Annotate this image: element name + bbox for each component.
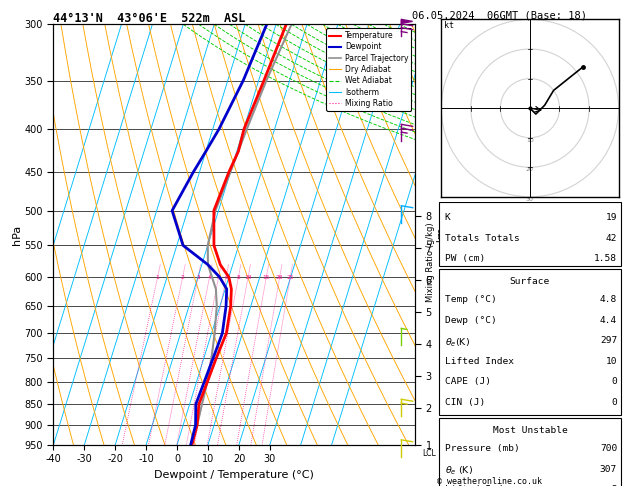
Text: 0: 0 [611,377,617,386]
Y-axis label: hPa: hPa [12,225,21,244]
Text: 10: 10 [606,357,617,366]
Text: 4.8: 4.8 [600,295,617,304]
Text: Surface: Surface [510,277,550,286]
Text: K: K [445,213,450,223]
Text: 19: 19 [606,213,617,223]
Text: CAPE (J): CAPE (J) [445,377,491,386]
Text: $\theta_e$(K): $\theta_e$(K) [445,336,470,349]
Text: CIN (J): CIN (J) [445,398,485,407]
FancyBboxPatch shape [439,269,621,415]
Text: 10: 10 [244,275,252,280]
Text: Pressure (mb): Pressure (mb) [445,444,520,453]
Text: 8: 8 [237,275,240,280]
Text: 4.4: 4.4 [600,316,617,325]
Text: 3: 3 [196,275,200,280]
Text: 20: 20 [526,167,534,172]
Text: $\theta_e$ (K): $\theta_e$ (K) [445,465,472,477]
Text: LCL: LCL [422,449,436,458]
Text: kt: kt [444,21,454,30]
Text: 30: 30 [526,197,534,202]
Text: 700: 700 [600,444,617,453]
Text: Temp (°C): Temp (°C) [445,295,496,304]
Legend: Temperature, Dewpoint, Parcel Trajectory, Dry Adiabat, Wet Adiabat, Isotherm, Mi: Temperature, Dewpoint, Parcel Trajectory… [326,28,411,111]
Text: 06.05.2024  06GMT (Base: 18): 06.05.2024 06GMT (Base: 18) [412,11,587,21]
Text: 6: 6 [225,275,228,280]
Text: 1: 1 [156,275,160,280]
Text: 2: 2 [181,275,184,280]
Text: 15: 15 [262,275,270,280]
Text: © weatheronline.co.uk: © weatheronline.co.uk [437,477,542,486]
Text: Mixing Ratio (g/kg): Mixing Ratio (g/kg) [426,223,435,302]
Text: 307: 307 [600,465,617,474]
Text: 5: 5 [217,275,220,280]
Text: 10: 10 [526,138,534,143]
X-axis label: Dewpoint / Temperature (°C): Dewpoint / Temperature (°C) [154,470,314,480]
Text: 297: 297 [600,336,617,346]
Text: Totals Totals: Totals Totals [445,234,520,243]
Text: Lifted Index: Lifted Index [445,357,513,366]
Text: 0: 0 [611,398,617,407]
Text: 20: 20 [276,275,284,280]
Y-axis label: km
ASL: km ASL [436,226,457,243]
FancyBboxPatch shape [439,202,621,266]
Text: 44°13'N  43°06'E  522m  ASL: 44°13'N 43°06'E 522m ASL [53,12,246,25]
Text: 4: 4 [208,275,211,280]
Text: Dewp (°C): Dewp (°C) [445,316,496,325]
Text: PW (cm): PW (cm) [445,254,485,263]
Text: 25: 25 [287,275,294,280]
FancyBboxPatch shape [439,418,621,486]
Text: 42: 42 [606,234,617,243]
Text: 1.58: 1.58 [594,254,617,263]
Text: Most Unstable: Most Unstable [493,426,567,435]
